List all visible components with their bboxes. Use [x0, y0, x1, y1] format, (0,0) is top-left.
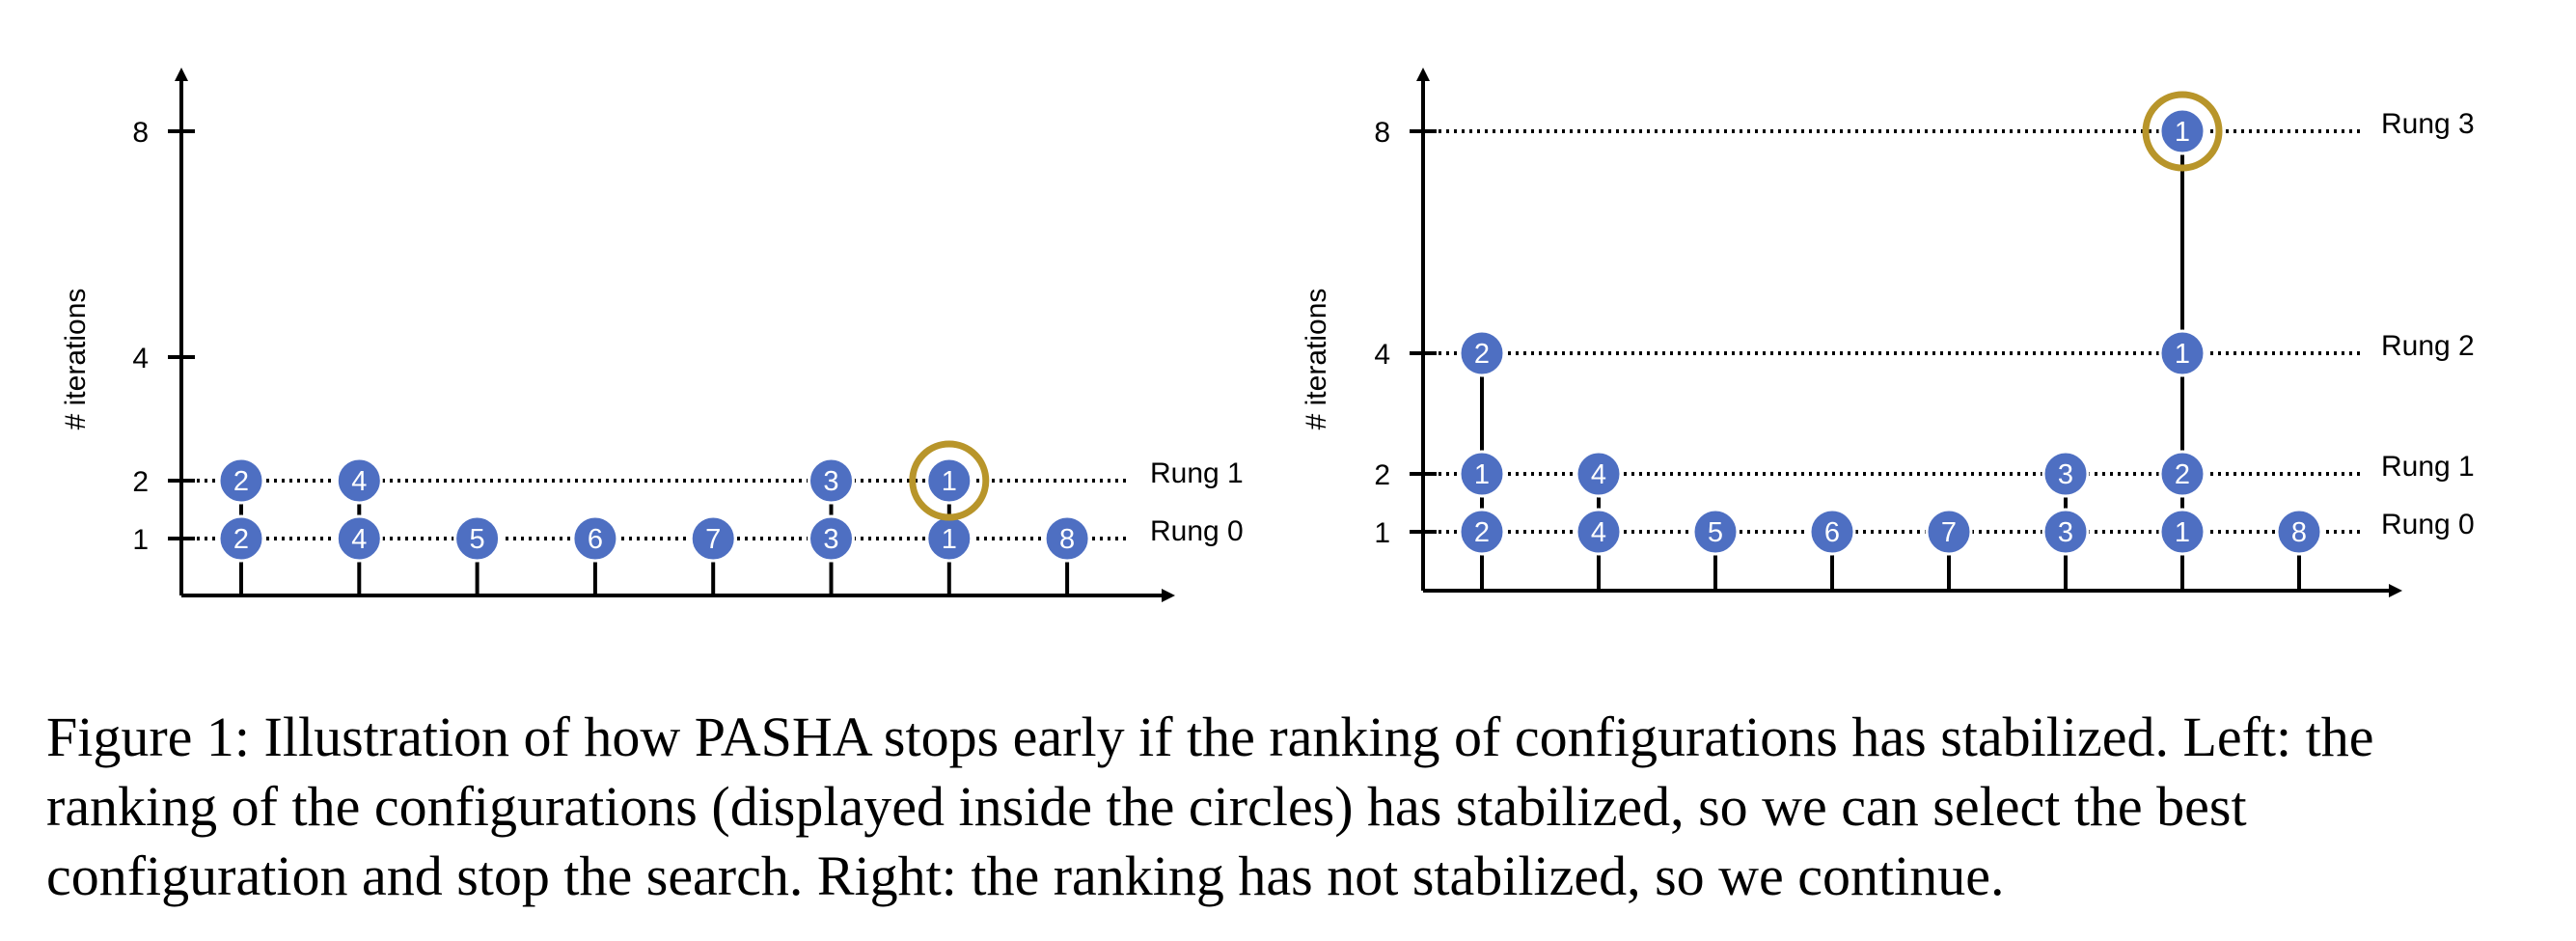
y-axis-arrow: [1416, 68, 1430, 81]
y-axis-title: # iterations: [60, 289, 92, 430]
config-rank-label: 4: [351, 466, 367, 497]
y-tick-label: 8: [132, 117, 149, 149]
panel-right: 1 2 4 8 # iterations Rung 0 Rung 1 Rung 2 Rung 3…: [1301, 68, 2475, 597]
config-node: [453, 514, 502, 563]
config-node: [2158, 450, 2206, 498]
y-tick-label: 2: [132, 466, 149, 498]
config-node: [217, 514, 265, 563]
config-node: [925, 457, 973, 505]
config-rank-label: 2: [2175, 459, 2190, 490]
y-tick-label: 4: [132, 343, 149, 374]
y-axis-title: # iterations: [1301, 289, 1332, 430]
config-rank-label: 7: [1941, 517, 1957, 548]
config-node: [1043, 514, 1091, 563]
config-rank-label: 4: [1591, 517, 1606, 548]
config-node: [1458, 508, 1506, 556]
config-node: [1458, 450, 1506, 498]
rung-label: Rung 3: [2381, 108, 2475, 140]
best-config-highlight: [909, 440, 990, 521]
config-node: [808, 457, 855, 505]
config-rank-label: 1: [942, 524, 957, 555]
config-rank-label: 6: [588, 524, 603, 555]
config-rank-label: 2: [233, 466, 249, 497]
config-rank-label: 3: [2058, 459, 2073, 490]
config-rank-label: 5: [470, 524, 485, 555]
x-axis-arrow: [2389, 584, 2402, 597]
config-rank-label: 2: [1474, 517, 1490, 548]
y-tick-label: 4: [1374, 339, 1390, 371]
config-rank-label: 1: [2175, 339, 2190, 370]
y-tick-label: 1: [132, 524, 149, 556]
config-node: [571, 514, 619, 563]
config-node: [335, 457, 383, 505]
figure-caption: Figure 1: Illustration of how PASHA stop…: [46, 706, 2374, 907]
config-node: [1691, 508, 1740, 556]
rung-label: Rung 0: [1150, 515, 1244, 547]
y-tick-label: 8: [1374, 117, 1390, 149]
config-node: [1925, 508, 1973, 556]
config-node: [217, 457, 265, 505]
config-node: [1575, 508, 1623, 556]
rung-label: Rung 1: [1150, 457, 1244, 489]
best-config-highlight: [2142, 91, 2223, 172]
config-node: [2158, 107, 2206, 155]
config-rank-label: 3: [2058, 517, 2073, 548]
config-rank-label: 3: [823, 466, 838, 497]
config-rank-label: 8: [1059, 524, 1075, 555]
config-node: [689, 514, 737, 563]
config-node: [1575, 450, 1623, 498]
config-rank-label: 5: [1708, 517, 1723, 548]
y-tick-label: 2: [1374, 459, 1390, 491]
config-rank-label: 2: [233, 524, 249, 555]
config-node: [2158, 508, 2206, 556]
config-node: [2275, 508, 2323, 556]
config-node: [1458, 329, 1506, 377]
config-node: [335, 514, 383, 563]
rung-label: Rung 2: [2381, 330, 2475, 362]
config-rank-label: 2: [1474, 339, 1490, 370]
config-rank-label: 6: [1824, 517, 1840, 548]
config-rank-label: 1: [942, 466, 957, 497]
rung-label: Rung 0: [2381, 509, 2475, 540]
config-node: [1808, 508, 1856, 556]
config-rank-label: 1: [2175, 117, 2190, 148]
config-rank-label: 3: [823, 524, 838, 555]
rung-label: Rung 1: [2381, 451, 2475, 483]
config-rank-label: 4: [1591, 459, 1606, 490]
panel-left: 1 2 4 8 # iterations Rung 0 Rung 1 2 4 5 6 7 3 1 8 2 4 3 1: [60, 68, 1244, 602]
config-node: [2042, 450, 2090, 498]
config-node: [2158, 329, 2206, 377]
config-rank-label: 1: [1474, 459, 1490, 490]
config-node: [2042, 508, 2090, 556]
y-axis-arrow: [175, 68, 188, 81]
config-rank-label: 4: [351, 524, 367, 555]
config-rank-label: 7: [705, 524, 721, 555]
config-rank-label: 8: [2291, 517, 2307, 548]
y-tick-label: 1: [1374, 517, 1390, 549]
config-rank-label: 1: [2175, 517, 2190, 548]
config-node: [808, 514, 855, 563]
x-axis-arrow: [1162, 589, 1175, 602]
